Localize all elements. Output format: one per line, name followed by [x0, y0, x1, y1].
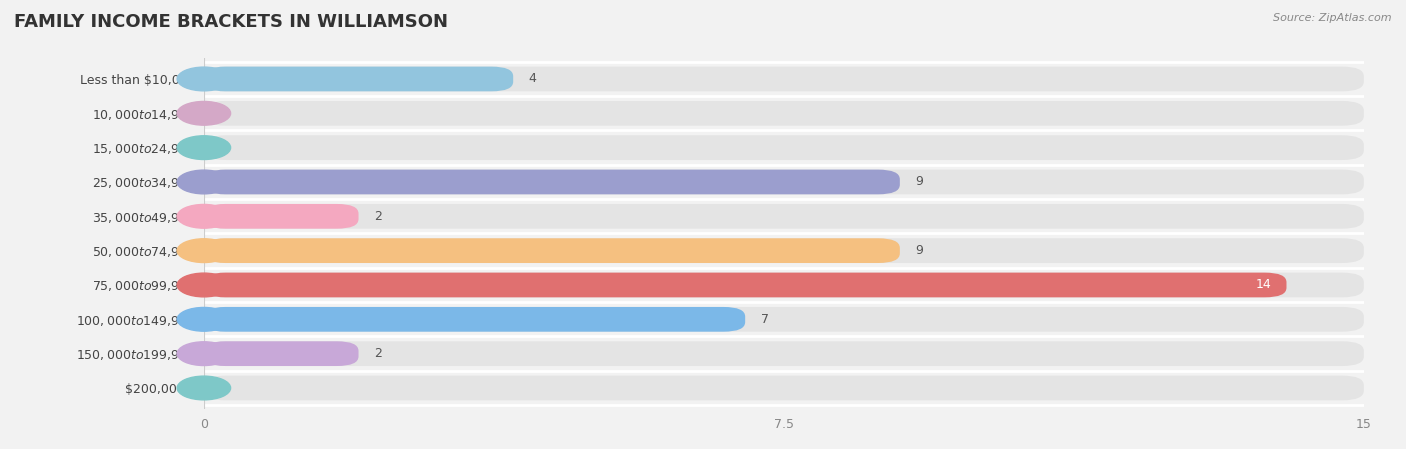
Text: 14: 14 — [1256, 278, 1271, 291]
Text: 0: 0 — [219, 107, 228, 120]
Circle shape — [177, 170, 231, 194]
Text: 7: 7 — [761, 313, 769, 326]
FancyBboxPatch shape — [204, 273, 1286, 297]
FancyBboxPatch shape — [204, 204, 1364, 229]
FancyBboxPatch shape — [204, 101, 1364, 126]
Circle shape — [177, 204, 231, 228]
FancyBboxPatch shape — [204, 376, 1364, 401]
Text: 4: 4 — [529, 72, 537, 85]
Circle shape — [177, 342, 231, 365]
Circle shape — [177, 376, 231, 400]
Circle shape — [177, 273, 231, 297]
FancyBboxPatch shape — [204, 66, 1364, 91]
Circle shape — [177, 239, 231, 263]
FancyBboxPatch shape — [204, 273, 1364, 297]
Text: 9: 9 — [915, 176, 924, 189]
FancyBboxPatch shape — [204, 170, 1364, 194]
FancyBboxPatch shape — [204, 307, 1364, 332]
Circle shape — [177, 67, 231, 91]
FancyBboxPatch shape — [204, 307, 745, 332]
Text: 2: 2 — [374, 347, 382, 360]
FancyBboxPatch shape — [204, 341, 359, 366]
Circle shape — [177, 308, 231, 331]
Text: Source: ZipAtlas.com: Source: ZipAtlas.com — [1274, 13, 1392, 23]
FancyBboxPatch shape — [204, 66, 513, 91]
Text: 0: 0 — [219, 382, 228, 395]
FancyBboxPatch shape — [204, 238, 900, 263]
Text: 9: 9 — [915, 244, 924, 257]
FancyBboxPatch shape — [204, 238, 1364, 263]
FancyBboxPatch shape — [204, 204, 359, 229]
Text: FAMILY INCOME BRACKETS IN WILLIAMSON: FAMILY INCOME BRACKETS IN WILLIAMSON — [14, 13, 449, 31]
Text: 0: 0 — [219, 141, 228, 154]
FancyBboxPatch shape — [204, 135, 1364, 160]
Circle shape — [177, 101, 231, 125]
FancyBboxPatch shape — [204, 341, 1364, 366]
FancyBboxPatch shape — [204, 170, 900, 194]
Circle shape — [177, 136, 231, 159]
Text: 2: 2 — [374, 210, 382, 223]
